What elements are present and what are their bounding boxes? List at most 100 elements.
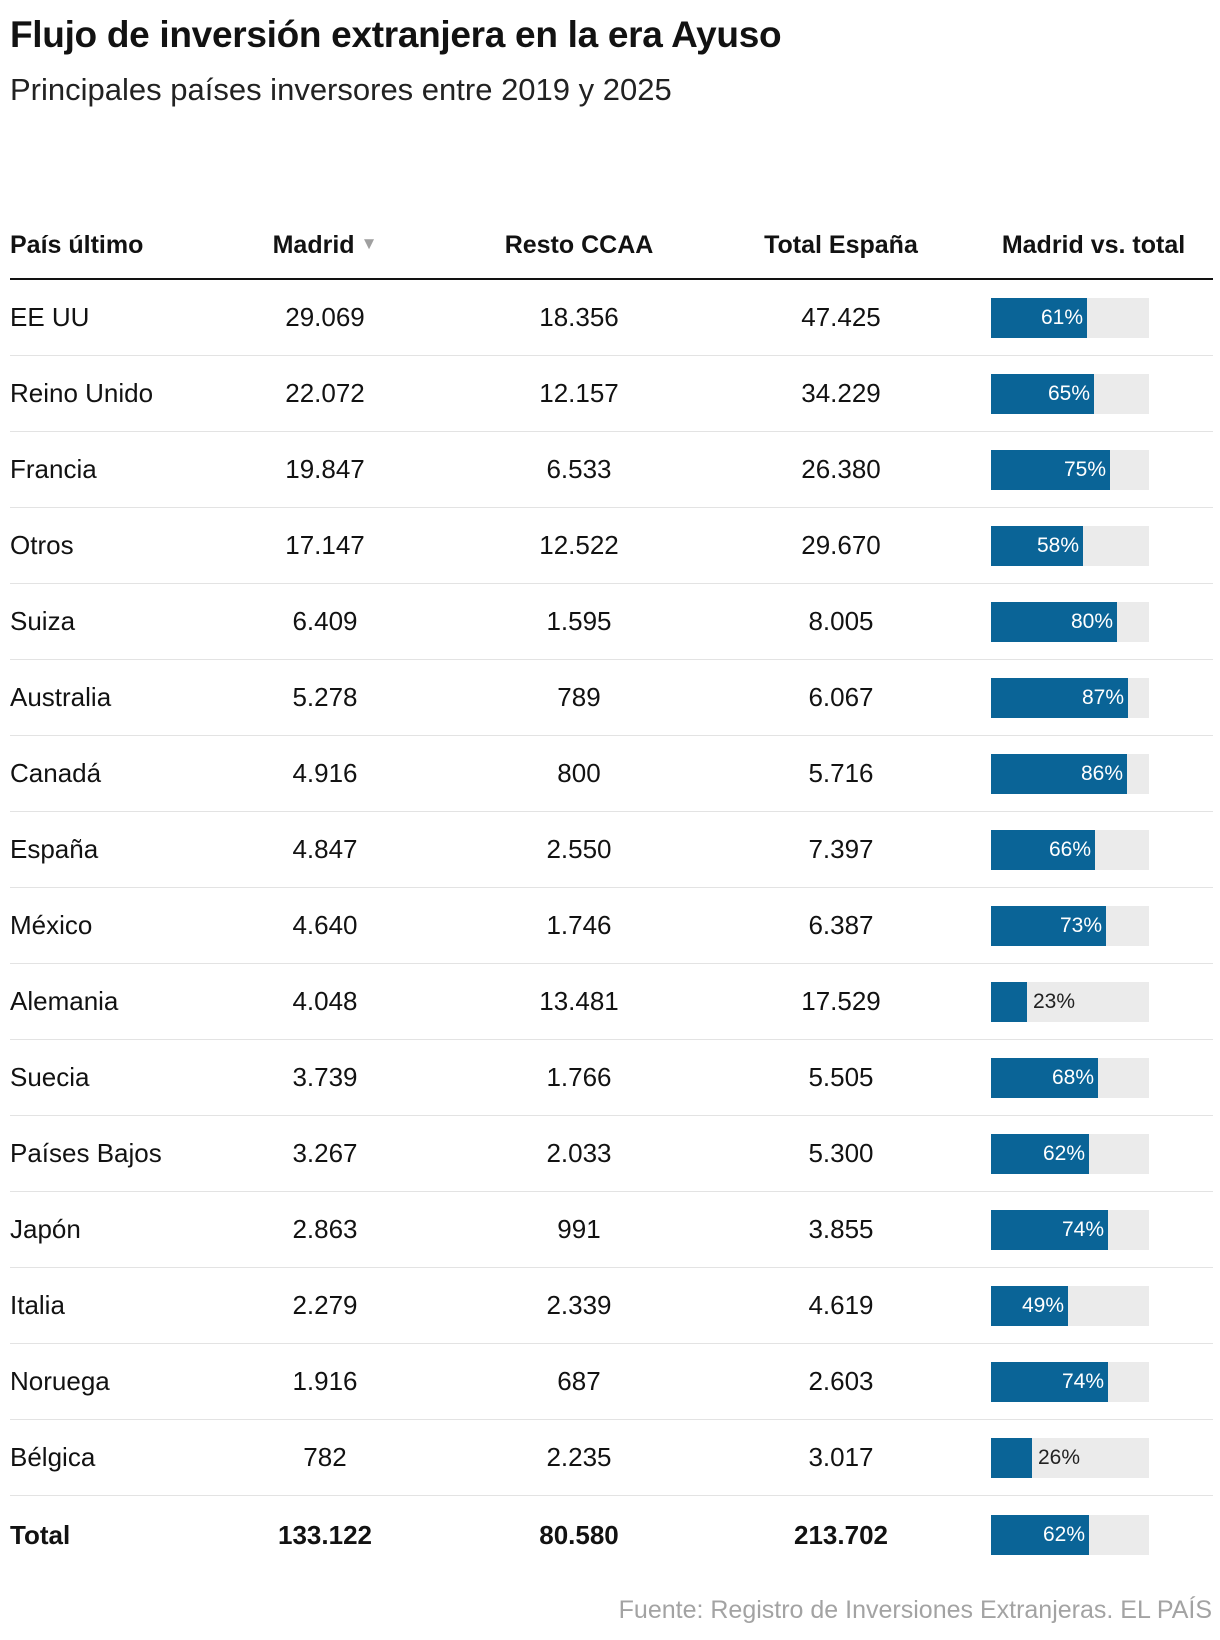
cell-ratio: 87% bbox=[974, 659, 1213, 736]
column-header-resto[interactable]: Resto CCAA bbox=[450, 158, 708, 280]
cell-country: Japón bbox=[10, 1191, 200, 1268]
ratio-bar bbox=[991, 601, 1117, 642]
ratio-bar-label: 74% bbox=[1061, 1369, 1104, 1393]
cell-country: Suecia bbox=[10, 1039, 200, 1116]
cell-resto: 12.522 bbox=[450, 507, 708, 584]
ratio-bar-track: 86% bbox=[991, 753, 1149, 794]
cell-country: Suiza bbox=[10, 583, 200, 660]
cell-madrid: 133.122 bbox=[278, 1519, 372, 1550]
cell-country: Canadá bbox=[10, 735, 200, 812]
ratio-bar bbox=[991, 1515, 1089, 1555]
ratio-bar-track: 66% bbox=[991, 829, 1149, 870]
cell-resto: 2.550 bbox=[450, 811, 708, 888]
ratio-bar-track: 26% bbox=[991, 1437, 1149, 1478]
cell-ratio: 62% bbox=[974, 1496, 1213, 1575]
cell-total: 6.387 bbox=[708, 887, 974, 964]
cell-ratio: 26% bbox=[974, 1419, 1213, 1496]
cell-ratio: 62% bbox=[974, 1115, 1213, 1192]
cell-madrid: 2.863 bbox=[200, 1191, 450, 1268]
cell-resto: 991 bbox=[450, 1191, 708, 1268]
column-header-madrid[interactable]: Madrid ▼ bbox=[200, 158, 450, 280]
column-header-country[interactable]: País último bbox=[10, 158, 200, 280]
table-row: Países Bajos 3.267 2.033 5.300 62% bbox=[10, 1115, 1213, 1192]
cell-total: 26.380 bbox=[708, 431, 974, 508]
ratio-bar-label: 49% bbox=[1021, 1293, 1064, 1317]
cell-resto: 1.595 bbox=[450, 583, 708, 660]
table-row: México 4.640 1.746 6.387 73% bbox=[10, 887, 1213, 964]
ratio-bar bbox=[991, 297, 1087, 338]
table-row: Otros 17.147 12.522 29.670 58% bbox=[10, 507, 1213, 584]
data-table: País último Madrid ▼ Resto CCAA Total Esp… bbox=[10, 158, 1213, 1574]
ratio-bar-track: 80% bbox=[991, 601, 1149, 642]
cell-ratio: 58% bbox=[974, 507, 1213, 584]
cell-resto: 18.356 bbox=[450, 279, 708, 356]
ratio-bar-label: 26% bbox=[1038, 1445, 1081, 1469]
cell-total: 2.603 bbox=[708, 1343, 974, 1420]
cell-madrid: 29.069 bbox=[200, 279, 450, 356]
cell-country: Alemania bbox=[10, 963, 200, 1040]
ratio-bar-label: 86% bbox=[1080, 761, 1123, 785]
cell-country: Australia bbox=[10, 659, 200, 736]
cell-resto: 800 bbox=[450, 735, 708, 812]
cell-country: EE UU bbox=[10, 279, 200, 356]
total-row: Total 133.122 80.580 213.702 62% bbox=[10, 1496, 1213, 1575]
cell-total: 6.067 bbox=[708, 659, 974, 736]
cell-ratio: 73% bbox=[974, 887, 1213, 964]
ratio-bar bbox=[991, 1285, 1068, 1326]
ratio-bar-label: 75% bbox=[1063, 457, 1106, 481]
ratio-bar bbox=[991, 1209, 1108, 1250]
cell-total: 29.670 bbox=[708, 507, 974, 584]
cell-ratio: 68% bbox=[974, 1039, 1213, 1116]
table-row: Francia 19.847 6.533 26.380 75% bbox=[10, 431, 1213, 508]
cell-ratio: 65% bbox=[974, 355, 1213, 432]
ratio-bar bbox=[991, 373, 1094, 414]
ratio-bar-track: 74% bbox=[991, 1209, 1149, 1250]
cell-madrid: 6.409 bbox=[200, 583, 450, 660]
ratio-bar bbox=[991, 1133, 1089, 1174]
cell-total: 5.716 bbox=[708, 735, 974, 812]
cell-total: 5.300 bbox=[708, 1115, 974, 1192]
cell-total: 47.425 bbox=[708, 279, 974, 356]
cell-country: Reino Unido bbox=[10, 355, 200, 432]
ratio-bar bbox=[991, 677, 1128, 718]
ratio-bar bbox=[991, 1437, 1032, 1478]
cell-resto: 2.235 bbox=[450, 1419, 708, 1496]
ratio-bar-label: 80% bbox=[1070, 609, 1113, 633]
table-row: Alemania 4.048 13.481 17.529 23% bbox=[10, 963, 1213, 1040]
cell-ratio: 86% bbox=[974, 735, 1213, 812]
table-row: Italia 2.279 2.339 4.619 49% bbox=[10, 1267, 1213, 1344]
cell-resto: 6.533 bbox=[450, 431, 708, 508]
cell-ratio: 66% bbox=[974, 811, 1213, 888]
table-row: Australia 5.278 789 6.067 87% bbox=[10, 659, 1213, 736]
table-row: Noruega 1.916 687 2.603 74% bbox=[10, 1343, 1213, 1420]
column-header-ratio[interactable]: Madrid vs. total bbox=[974, 158, 1213, 280]
cell-resto: 789 bbox=[450, 659, 708, 736]
cell-ratio: 61% bbox=[974, 279, 1213, 356]
cell-country: México bbox=[10, 887, 200, 964]
cell-ratio: 74% bbox=[974, 1343, 1213, 1420]
cell-resto: 12.157 bbox=[450, 355, 708, 432]
cell-country: Italia bbox=[10, 1267, 200, 1344]
ratio-bar-track: 62% bbox=[991, 1133, 1149, 1174]
chart-subtitle: Principales países inversores entre 2019… bbox=[10, 72, 672, 107]
cell-resto: 13.481 bbox=[450, 963, 708, 1040]
cell-country: Bélgica bbox=[10, 1419, 200, 1496]
ratio-bar bbox=[991, 1361, 1108, 1402]
cell-madrid: 5.278 bbox=[200, 659, 450, 736]
cell-madrid: 17.147 bbox=[200, 507, 450, 584]
ratio-bar-label: 65% bbox=[1047, 381, 1090, 405]
column-header-total[interactable]: Total España bbox=[708, 158, 974, 280]
cell-madrid: 4.916 bbox=[200, 735, 450, 812]
cell-ratio: 75% bbox=[974, 431, 1213, 508]
table-row: España 4.847 2.550 7.397 66% bbox=[10, 811, 1213, 888]
ratio-bar-label: 68% bbox=[1051, 1065, 1094, 1089]
cell-ratio: 23% bbox=[974, 963, 1213, 1040]
ratio-bar-track: 58% bbox=[991, 525, 1149, 566]
ratio-bar-track: 75% bbox=[991, 449, 1149, 490]
sort-down-icon: ▼ bbox=[360, 234, 378, 253]
table-row: Suecia 3.739 1.766 5.505 68% bbox=[10, 1039, 1213, 1116]
table-row: Reino Unido 22.072 12.157 34.229 65% bbox=[10, 355, 1213, 432]
cell-total: 5.505 bbox=[708, 1039, 974, 1116]
ratio-bar bbox=[991, 525, 1083, 566]
ratio-bar bbox=[991, 981, 1027, 1022]
